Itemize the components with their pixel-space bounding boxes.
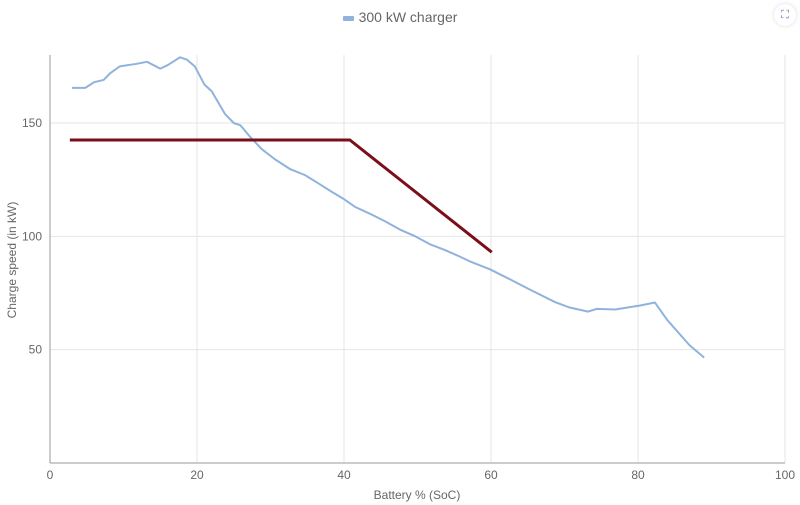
focus-mode-icon[interactable]: ⛶ [774,4,796,26]
x-tick-label: 80 [631,468,645,482]
legend[interactable]: 300 kW charger [0,9,800,25]
y-tick-label: 100 [22,229,42,243]
x-tick-label: 60 [484,468,498,482]
y-axis-label: Charge speed (in kW) [5,202,19,319]
x-tick-label: 0 [47,468,54,482]
x-tick-label: 40 [337,468,351,482]
x-tick-label: 20 [190,468,204,482]
x-tick-label: 100 [775,468,795,482]
charger-300kw-series [72,56,705,359]
target-line-series [69,138,493,254]
legend-label: 300 kW charger [358,9,458,25]
y-tick-label: 150 [22,116,42,130]
legend-swatch [342,15,354,21]
x-axis-label: Battery % (SoC) [374,488,461,502]
y-tick-label: 50 [29,343,43,357]
